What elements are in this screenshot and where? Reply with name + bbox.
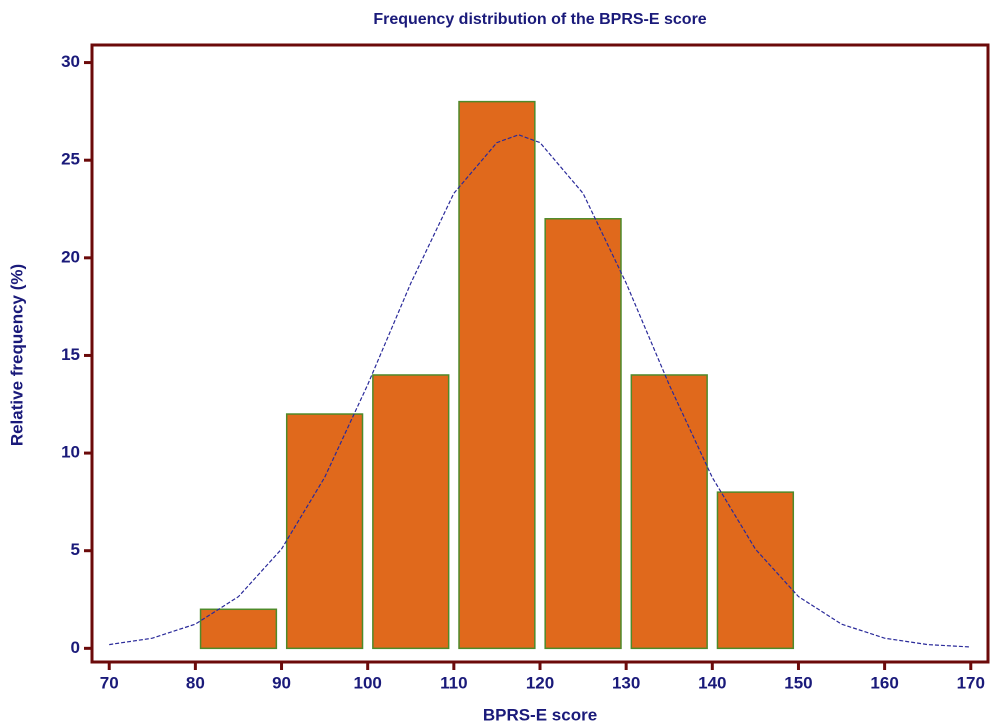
bar — [544, 218, 622, 650]
fitted-curve — [109, 134, 971, 648]
x-tick-label: 70 — [100, 673, 119, 692]
bar — [285, 413, 364, 650]
x-tick-label: 130 — [612, 673, 640, 692]
x-axis-label: BPRS-E score — [483, 705, 597, 724]
y-tick-label: 25 — [61, 150, 80, 169]
bar — [458, 100, 536, 650]
y-axis-label: Relative frequency (%) — [7, 264, 26, 446]
y-tick-label: 15 — [61, 345, 80, 364]
x-tick-label: 80 — [186, 673, 205, 692]
y-tick-label: 10 — [61, 443, 80, 462]
x-tick-label: 150 — [784, 673, 812, 692]
x-tick-label: 160 — [870, 673, 898, 692]
bar — [630, 374, 708, 650]
x-tick-label: 100 — [354, 673, 382, 692]
x-tick-label: 120 — [526, 673, 554, 692]
plot-frame — [90, 43, 990, 664]
x-tick-label: 110 — [440, 673, 467, 692]
y-tick-label: 30 — [61, 52, 80, 71]
bar — [716, 491, 795, 650]
bar — [199, 608, 278, 650]
y-tick-label: 5 — [71, 540, 80, 559]
y-tick-label: 0 — [71, 638, 80, 657]
bar — [372, 374, 450, 650]
chart-title: Frequency distribution of the BPRS-E sco… — [373, 11, 706, 28]
y-tick-label: 20 — [61, 247, 80, 266]
x-tick-label: 140 — [698, 673, 726, 692]
x-tick-label: 170 — [957, 673, 985, 692]
x-tick-label: 90 — [272, 673, 291, 692]
